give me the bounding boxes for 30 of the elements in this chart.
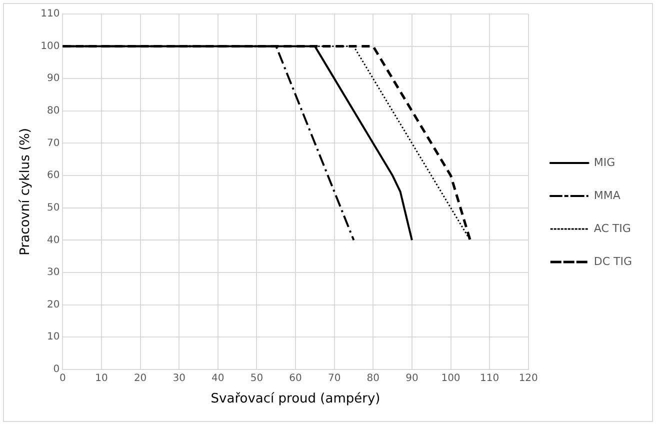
y-tick-label: 110 — [40, 8, 60, 20]
x-tick-label: 100 — [441, 372, 460, 384]
legend-label: MMA — [594, 188, 621, 202]
y-tick-label: 100 — [40, 40, 60, 52]
y-tick-label: 40 — [46, 234, 60, 246]
x-tick-label: 70 — [328, 372, 341, 384]
y-tick-label: 30 — [46, 267, 60, 278]
x-tick-label: 60 — [289, 372, 302, 384]
y-tick-label: 50 — [46, 202, 60, 214]
y-tick-label: 60 — [46, 170, 60, 182]
y-tick-label: 10 — [46, 332, 60, 343]
x-tick-label: 20 — [134, 372, 147, 384]
x-tick-label: 120 — [518, 372, 538, 384]
x-tick-label: 110 — [480, 372, 500, 384]
x-tick-label: 80 — [366, 372, 380, 384]
y-tick-label: 0 — [53, 364, 60, 375]
x-tick-label: 90 — [406, 372, 418, 384]
legend-label: MIG — [594, 156, 616, 169]
x-tick-label: 40 — [212, 372, 224, 384]
legend-label: AC TIG — [594, 222, 631, 235]
y-axis-title: Pracovní cyklus (%) — [18, 128, 34, 256]
x-tick-label: 50 — [250, 372, 264, 384]
y-tick-label: 90 — [46, 73, 60, 84]
y-tick-label: 70 — [46, 138, 60, 149]
y-tick-label: 20 — [46, 299, 60, 310]
x-tick-label: 10 — [95, 372, 108, 384]
legend-label: DC TIG — [594, 254, 632, 268]
y-tick-label: 80 — [46, 106, 60, 117]
x-axis-title: Svařovací proud (ampéry) — [210, 392, 380, 407]
x-tick-label: 30 — [172, 372, 186, 384]
